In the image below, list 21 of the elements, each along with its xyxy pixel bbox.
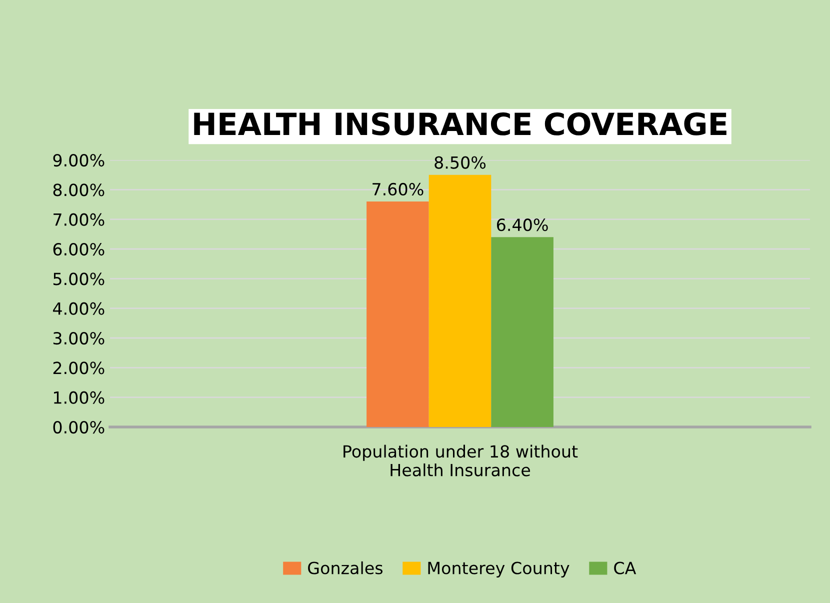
legend-label: CA [614,562,636,574]
y-tick-label: 6.00% [53,242,104,256]
y-tick-label: 7.00% [54,213,104,226]
x-tick-label: Population under 18 without Health Insurance [344,444,578,476]
bar [491,237,554,427]
bar [366,202,429,427]
legend-label: Monterey County [428,562,570,578]
y-tick-label: 1.00% [54,391,104,404]
legend-label: Gonzales [308,561,383,574]
data-label: 7.60% [372,182,424,196]
bar [428,174,492,427]
chart-title: HEALTH INSURANCE COVERAGE [194,112,726,136]
data-label: 8.50% [434,156,486,169]
y-tick-label: 3.00% [53,332,104,345]
y-tick-label: 2.00% [53,362,104,374]
y-tick-label: 8.00% [53,184,104,196]
data-label: 6.40% [496,218,548,232]
y-tick-label: 5.00% [53,272,104,286]
y-tick-label: 9.00% [53,154,104,167]
y-tick-label: 0.00% [53,420,104,434]
y-tick-label: 4.00% [53,302,104,315]
